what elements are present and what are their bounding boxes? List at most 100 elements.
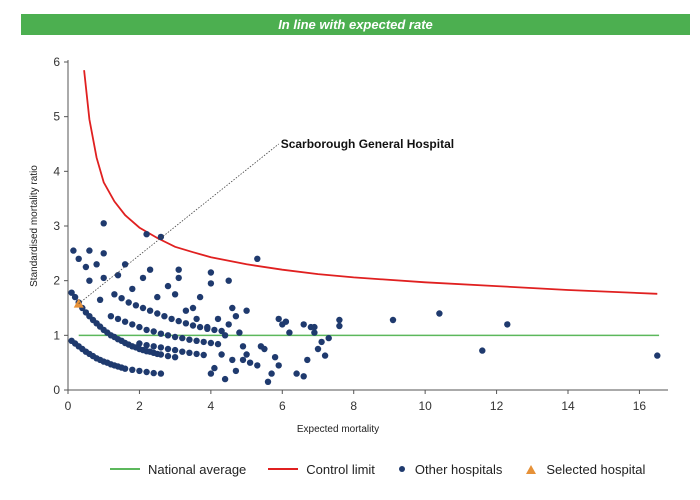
legend-national-swatch — [110, 468, 140, 470]
hospital-point — [654, 352, 661, 359]
hospital-point — [100, 250, 107, 257]
hospital-point — [143, 368, 150, 376]
hospital-point — [96, 296, 104, 303]
hospital-point — [254, 255, 261, 262]
x-tick-label: 8 — [350, 399, 357, 413]
hospital-point — [100, 274, 107, 282]
hospital-point — [304, 356, 311, 364]
hospital-point — [146, 307, 154, 314]
hospital-point — [129, 366, 136, 373]
hospital-point — [132, 302, 140, 309]
hospital-point — [200, 351, 207, 359]
hospital-point — [232, 313, 240, 320]
status-banner: In line with expected rate — [21, 14, 690, 35]
hospital-point — [218, 351, 225, 358]
hospital-point — [175, 274, 182, 282]
hospital-point — [68, 289, 75, 296]
y-tick-label: 5 — [53, 110, 60, 124]
hospital-point — [157, 370, 165, 377]
hospital-point — [157, 233, 165, 241]
hospital-point — [171, 354, 179, 361]
x-tick-label: 4 — [208, 399, 215, 413]
hospital-point — [271, 354, 279, 361]
hospital-point — [300, 373, 307, 380]
hospital-point — [146, 266, 154, 273]
hospital-point — [275, 362, 282, 369]
hospital-point — [196, 293, 204, 301]
y-tick-label: 1 — [53, 328, 60, 342]
x-tick-label: 16 — [633, 399, 647, 413]
hospital-point — [225, 321, 232, 328]
y-tick-label: 3 — [53, 219, 60, 233]
hospital-point — [70, 247, 77, 254]
hospital-point — [236, 329, 243, 336]
y-tick-label: 0 — [53, 383, 60, 397]
hospital-point — [75, 255, 82, 262]
hospital-point — [336, 322, 343, 330]
hospital-point — [193, 337, 200, 344]
hospital-point — [143, 231, 150, 238]
hospital-point — [207, 280, 215, 287]
hospital-point — [121, 318, 129, 325]
hospital-point — [229, 356, 236, 364]
hospital-point — [436, 310, 443, 317]
hospital-point — [171, 333, 179, 341]
hospital-point — [150, 369, 157, 377]
hospital-point — [139, 304, 147, 312]
hospital-point — [211, 364, 218, 372]
legend-other-swatch — [398, 466, 405, 472]
x-tick-label: 12 — [490, 399, 504, 413]
y-axis-label: Standardised mortality ratio — [29, 165, 40, 287]
chart-lines — [78, 70, 660, 337]
legend-selected-swatch — [526, 464, 537, 474]
hospital-point — [207, 269, 215, 276]
hospital-point — [86, 247, 93, 254]
hospital-point — [211, 326, 218, 334]
hospital-point — [300, 321, 307, 328]
annotation-leader-line — [78, 143, 279, 304]
hospital-point — [229, 304, 236, 312]
hospital-point — [225, 277, 232, 284]
hospital-point — [504, 321, 511, 328]
legend-other-label: Other hospitals — [414, 461, 503, 477]
hospital-point — [143, 326, 150, 334]
x-tick-label: 14 — [561, 399, 575, 413]
hospital-point — [246, 359, 254, 366]
x-tick-label: 6 — [279, 399, 286, 413]
hospital-point — [179, 334, 186, 342]
hospital-point — [182, 320, 190, 327]
hospital-point — [154, 310, 161, 317]
annotation-label: Scarborough General Hospital — [281, 137, 454, 151]
hospital-point — [129, 321, 136, 328]
legend-selected-label: Selected hospital — [546, 461, 646, 477]
hospital-point — [214, 315, 222, 323]
hospital-point — [157, 351, 165, 358]
hospital-point — [293, 370, 300, 377]
hospital-point — [321, 352, 329, 359]
hospital-point — [193, 350, 200, 358]
hospital-point — [164, 332, 172, 339]
control-limit-line — [83, 70, 658, 295]
y-tick-label: 2 — [53, 274, 60, 288]
legend-selected-hospital: Selected hospital — [524, 462, 645, 477]
hospital-point — [125, 299, 132, 306]
hospital-point — [193, 315, 200, 323]
hospital-point — [261, 345, 268, 353]
hospital-point — [207, 339, 215, 347]
legend-control-limit: Control limit — [268, 462, 375, 477]
hospital-point — [279, 321, 286, 328]
hospital-point — [93, 261, 100, 268]
hospital-point — [325, 334, 332, 342]
legend-national-average: National average — [110, 462, 246, 477]
hospital-point — [243, 351, 250, 358]
hospital-point — [232, 367, 240, 375]
hospital-point — [336, 316, 343, 324]
hospital-point — [114, 272, 122, 279]
hospital-point — [71, 293, 79, 301]
hospital-point — [479, 347, 486, 354]
x-axis-label: Expected mortality — [297, 424, 379, 435]
hospital-point — [150, 343, 157, 350]
hospital-point — [186, 349, 193, 356]
